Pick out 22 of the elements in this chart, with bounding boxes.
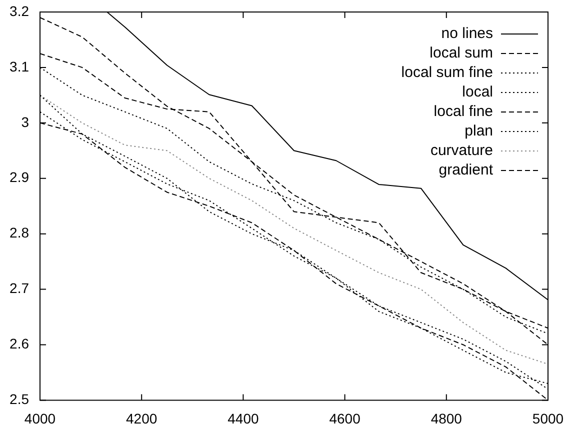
x-tick-label: 4400: [228, 410, 259, 426]
y-tick-label: 3: [21, 114, 30, 130]
x-tick-label: 4800: [430, 410, 462, 426]
x-tick-label: 4200: [126, 410, 158, 426]
legend-label: plan: [464, 122, 493, 140]
legend-label: curvature: [430, 142, 493, 160]
x-tick-label: 4000: [24, 410, 56, 426]
x-tick-label: 4600: [329, 410, 361, 426]
x-tick-label: 5000: [532, 410, 564, 426]
y-tick-label: 2.8: [10, 224, 30, 241]
y-tick-label: 2.9: [10, 169, 30, 186]
legend-label: no lines: [441, 25, 493, 42]
legend-label: gradient: [438, 162, 494, 179]
y-tick-label: 3.1: [10, 58, 30, 74]
legend-label: local: [462, 84, 493, 101]
y-tick-label: 2.7: [10, 280, 30, 296]
legend-label: local fine: [434, 103, 493, 120]
y-tick-label: 2.5: [10, 391, 30, 408]
y-tick-label: 3.2: [10, 2, 30, 19]
legend-label: local sum fine: [401, 64, 493, 82]
legend-label: local sum: [430, 44, 493, 62]
y-tick-label: 2.6: [10, 336, 30, 352]
